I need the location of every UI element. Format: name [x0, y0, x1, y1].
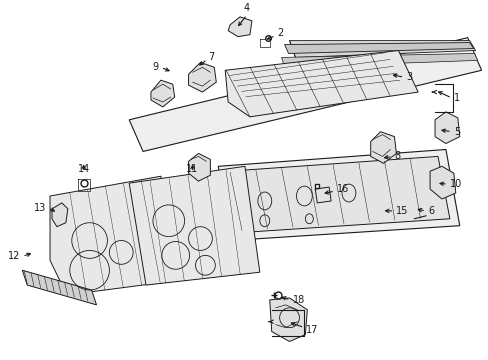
Text: 1: 1 [453, 93, 459, 103]
Text: 7: 7 [208, 53, 214, 62]
Polygon shape [151, 80, 174, 107]
Polygon shape [289, 41, 475, 58]
Text: 16: 16 [336, 184, 348, 194]
Text: 17: 17 [306, 325, 318, 334]
Polygon shape [129, 38, 481, 152]
Polygon shape [284, 42, 473, 54]
Polygon shape [228, 17, 251, 37]
Text: 11: 11 [186, 164, 198, 174]
Polygon shape [269, 298, 307, 342]
Text: 13: 13 [34, 203, 46, 213]
Text: 6: 6 [427, 206, 433, 216]
Text: 14: 14 [78, 164, 90, 174]
Polygon shape [22, 270, 96, 305]
Text: 4: 4 [244, 3, 249, 13]
Polygon shape [218, 149, 459, 240]
Text: 10: 10 [449, 179, 461, 189]
Text: 12: 12 [8, 251, 20, 261]
Polygon shape [50, 176, 180, 295]
Polygon shape [281, 54, 477, 67]
Text: 15: 15 [396, 206, 408, 216]
Polygon shape [228, 156, 449, 233]
Polygon shape [52, 203, 68, 227]
Polygon shape [129, 166, 259, 285]
Text: 5: 5 [453, 127, 459, 137]
Text: 2: 2 [277, 28, 284, 38]
Polygon shape [434, 112, 459, 144]
Text: 3: 3 [406, 72, 411, 82]
Text: 18: 18 [292, 295, 304, 305]
Polygon shape [188, 62, 216, 92]
Polygon shape [429, 166, 455, 199]
Text: 8: 8 [394, 152, 400, 161]
Polygon shape [370, 132, 396, 163]
Polygon shape [188, 153, 210, 181]
Text: 9: 9 [152, 62, 159, 72]
Polygon shape [225, 50, 417, 117]
